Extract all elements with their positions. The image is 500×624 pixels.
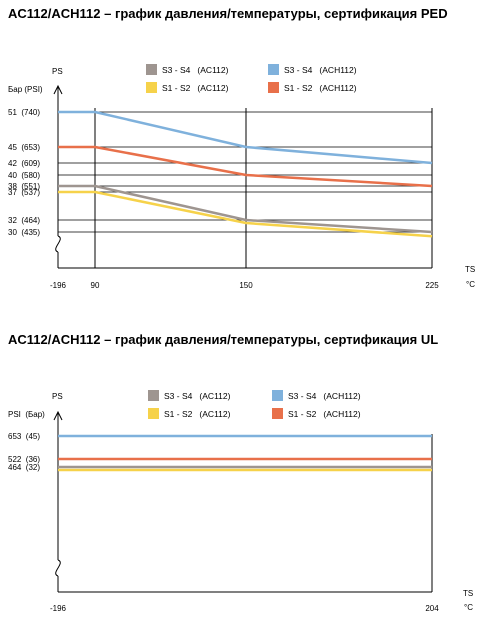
legend-label: S1 - S2 (AC112) (164, 409, 231, 419)
y-axis-unit: Бар (PSI) (8, 85, 43, 94)
y-tick-label: 51 (740) (8, 108, 40, 117)
legend-swatch-s12_ach112 (272, 408, 283, 419)
series-line-s12_ac112 (58, 190, 433, 238)
legend-swatch-s34_ach112 (268, 64, 279, 75)
x-tick-label: -196 (50, 281, 67, 290)
legend-swatch-s34_ach112 (272, 390, 283, 401)
legend-swatch-s34_ac112 (148, 390, 159, 401)
x-tick-label: 90 (91, 281, 100, 290)
y-tick-label: 37 (537) (8, 188, 40, 197)
legend-swatch-s12_ac112 (148, 408, 159, 419)
axis-break-icon (55, 235, 61, 253)
legend-label: S1 - S2 (ACH112) (288, 409, 361, 419)
legend-label: S1 - S2 (AC112) (162, 83, 229, 93)
legend-label: S3 - S4 (AC112) (162, 65, 229, 75)
y-tick-label: 38 (551) (8, 182, 40, 191)
y-tick-label: 653 (45) (8, 432, 40, 441)
y-axis-name: PS (52, 67, 63, 76)
legend-label: S3 - S4 (AC112) (164, 391, 231, 401)
series-line-s34_ach112 (58, 110, 433, 165)
axis-break-icon (55, 559, 61, 577)
legend-label: S3 - S4 (ACH112) (288, 391, 361, 401)
y-tick-label: 30 (435) (8, 228, 40, 237)
chart-title-ped: AC112/ACH112 – график давления/температу… (8, 6, 448, 21)
y-tick-label: 32 (464) (8, 216, 40, 225)
y-tick-label: 42 (609) (8, 159, 40, 168)
legend-swatch-s34_ac112 (146, 64, 157, 75)
y-tick-label: 522 (36) (8, 455, 40, 464)
x-axis-unit: °C (464, 603, 473, 612)
y-axis-name: PS (52, 392, 63, 401)
legend-label: S3 - S4 (ACH112) (284, 65, 357, 75)
series-line-s12_ach112 (58, 145, 433, 188)
legend-swatch-s12_ach112 (268, 82, 279, 93)
x-axis-unit: °C (466, 280, 475, 289)
y-axis-unit: PSI (Бар) (8, 410, 45, 419)
x-tick-label: -196 (50, 604, 67, 613)
legend-swatch-s12_ac112 (146, 82, 157, 93)
x-axis-name: TS (465, 265, 475, 274)
y-tick-label: 45 (653) (8, 143, 40, 152)
x-tick-label: 204 (425, 604, 439, 613)
chart-title-ul: AC112/ACH112 – график давления/температу… (8, 332, 439, 347)
y-tick-label: 40 (580) (8, 171, 40, 180)
legend-label: S1 - S2 (ACH112) (284, 83, 357, 93)
x-axis-name: TS (463, 589, 473, 598)
y-tick-label: 464 (32) (8, 463, 40, 472)
chart-ped: PS Бар (PSI) TS °C -196 90 150 225 51 (740) 45 (6… (8, 64, 475, 290)
series-line-s34_ac112 (58, 184, 433, 234)
x-tick-label: 225 (425, 281, 439, 290)
x-tick-label: 150 (239, 281, 253, 290)
